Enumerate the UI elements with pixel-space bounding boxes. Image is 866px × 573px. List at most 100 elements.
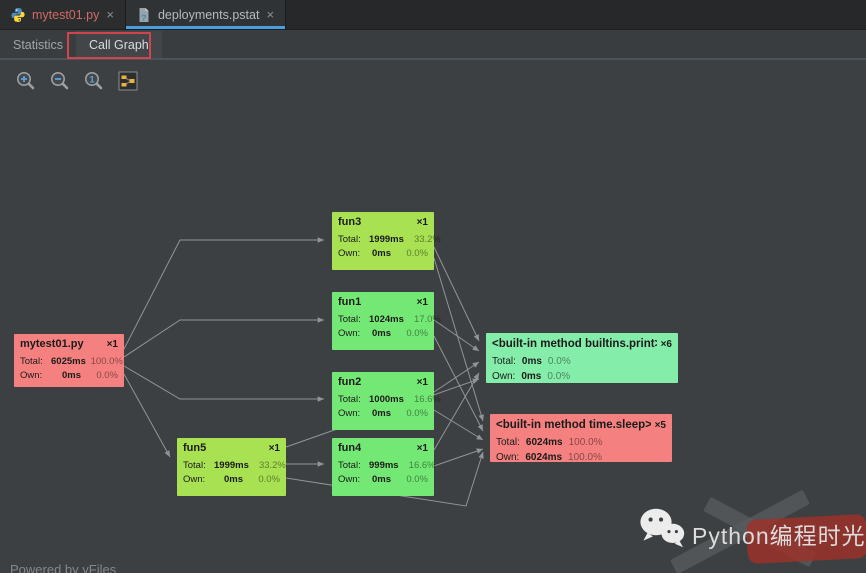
node-call-count: ×5 (654, 420, 666, 431)
node-title: fun1 (338, 296, 362, 308)
own-percent: 0.0% (406, 407, 428, 419)
own-label: Own: (338, 327, 361, 339)
edge-fun2-sleep (433, 409, 484, 441)
total-value: 1999ms (214, 459, 249, 471)
graph-toolbar: 1 (13, 68, 141, 94)
node-title: fun3 (338, 216, 362, 228)
graph-node-fun4[interactable]: fun4 ×1 Total: 999ms 16.6% Own: 0ms 0.0% (332, 438, 436, 496)
python-icon (11, 7, 25, 22)
fit-content-icon (118, 71, 138, 91)
own-value: 0ms (371, 327, 391, 339)
own-label: Own: (183, 473, 206, 485)
node-title: fun4 (338, 442, 362, 454)
edge-mytest01-fun3 (123, 237, 324, 350)
node-call-count: ×1 (106, 339, 118, 350)
profiler-view-tab-bar: Statistics Call Graph (0, 31, 866, 60)
total-percent: 33.2% (258, 459, 286, 471)
own-label: Own: (338, 247, 361, 259)
own-percent: 0.0% (406, 327, 428, 339)
close-icon[interactable]: × (266, 7, 275, 22)
node-title: fun2 (338, 376, 362, 388)
own-label: Own: (338, 473, 361, 485)
graph-node-builtins-print[interactable]: <built-in method builtins.print> ×6 Tota… (486, 333, 678, 383)
graph-node-fun3[interactable]: fun3 ×1 Total: 1999ms 33.2% Own: 0ms 0.0% (332, 212, 441, 270)
total-percent: 16.6% (413, 393, 441, 405)
own-value: 0ms (61, 369, 81, 381)
total-percent: 33.2% (413, 233, 441, 245)
graph-node-time-sleep[interactable]: <built-in method time.sleep> ×5 Total: 60… (490, 414, 672, 463)
node-title: fun5 (183, 442, 207, 454)
edge-fun4-sleep (433, 448, 484, 467)
node-title: <built-in method time.sleep> (496, 419, 651, 431)
node-call-count: ×1 (416, 217, 428, 228)
graph-node-fun2[interactable]: fun2 ×1 Total: 1000ms 16.6% Own: 0ms 0.0% (332, 372, 441, 430)
total-value: 999ms (369, 459, 399, 471)
total-label: Total: (338, 313, 361, 325)
svg-text:?: ? (141, 13, 147, 23)
watermark-label: Python编程时光 (692, 523, 866, 549)
tab-label: deployments.pstat (157, 7, 260, 22)
edge-fun4-print (433, 372, 480, 451)
powered-by-yfiles-label: Powered by yFiles (10, 562, 117, 573)
own-percent: 100.0% (568, 452, 602, 463)
tab-deployments-pstat[interactable]: ? deployments.pstat × (125, 0, 287, 29)
zoom-in-button[interactable] (13, 68, 39, 94)
editor-tab-bar: mytest01.py × ? deployments.pstat × (0, 0, 866, 30)
total-value: 1000ms (369, 393, 404, 405)
actual-size-icon: 1 (85, 72, 103, 90)
own-label: Own: (338, 407, 361, 419)
node-call-count: ×1 (416, 443, 428, 454)
own-value: 0ms (223, 473, 243, 485)
tab-mytest01-py[interactable]: mytest01.py × (0, 0, 126, 29)
own-percent: 0.0% (258, 473, 280, 485)
zoom-in-icon (17, 72, 35, 90)
total-percent: 100.0% (568, 436, 603, 448)
edge-fun1-print (433, 319, 480, 352)
total-value: 6025ms (51, 355, 86, 367)
total-percent: 100.0% (90, 355, 123, 367)
total-label: Total: (338, 233, 361, 245)
wechat-icon (640, 508, 685, 548)
node-call-count: ×1 (416, 297, 428, 308)
own-value: 6024ms (525, 452, 563, 463)
node-title: <built-in method builtins.print> (492, 338, 657, 350)
own-percent: 0.0% (96, 369, 118, 381)
edge-fun3-sleep (433, 257, 484, 422)
edge-fun1-sleep (433, 335, 484, 432)
zoom-out-button[interactable] (47, 68, 73, 94)
tab-label: mytest01.py (32, 7, 100, 22)
tab-call-graph[interactable]: Call Graph (76, 31, 162, 58)
total-value: 1024ms (369, 313, 404, 325)
edge-mytest01-fun1 (123, 317, 324, 358)
node-title: mytest01.py (20, 338, 84, 350)
total-value: 0ms (521, 355, 542, 367)
own-label: Own: (496, 452, 520, 463)
fit-content-button[interactable] (115, 68, 141, 94)
total-label: Total: (338, 393, 361, 405)
edge-fun2-print (433, 361, 480, 393)
close-icon[interactable]: × (106, 7, 114, 22)
graph-node-mytest01[interactable]: mytest01.py ×1 Total: 6025ms 100.0% Own: 0m… (14, 334, 124, 387)
graph-node-fun5[interactable]: fun5 ×1 Total: 1999ms 33.2% Own: 0ms 0.0% (177, 438, 286, 496)
pstat-file-icon: ? (139, 7, 149, 23)
total-value: 1999ms (369, 233, 404, 245)
actual-size-button[interactable]: 1 (81, 68, 107, 94)
own-percent: 0.0% (406, 473, 428, 485)
own-value: 0ms (521, 371, 542, 382)
node-call-count: ×1 (416, 377, 428, 388)
node-call-count: ×1 (268, 443, 280, 454)
edge-fun3-print (433, 246, 480, 342)
node-call-count: ×6 (660, 339, 672, 350)
zoom-out-icon (51, 72, 69, 90)
edge-mytest01-fun5 (123, 373, 171, 458)
own-percent: 0.0% (406, 247, 428, 259)
graph-node-fun1[interactable]: fun1 ×1 Total: 1024ms 17.0% Own: 0ms 0.0% (332, 292, 441, 350)
total-value: 6024ms (525, 436, 563, 448)
tab-statistics[interactable]: Statistics (13, 37, 64, 52)
total-label: Total: (183, 459, 206, 471)
own-label: Own: (492, 371, 516, 382)
svg-text:1: 1 (89, 75, 95, 86)
own-value: 0ms (371, 407, 391, 419)
total-percent: 17.0% (413, 313, 441, 325)
